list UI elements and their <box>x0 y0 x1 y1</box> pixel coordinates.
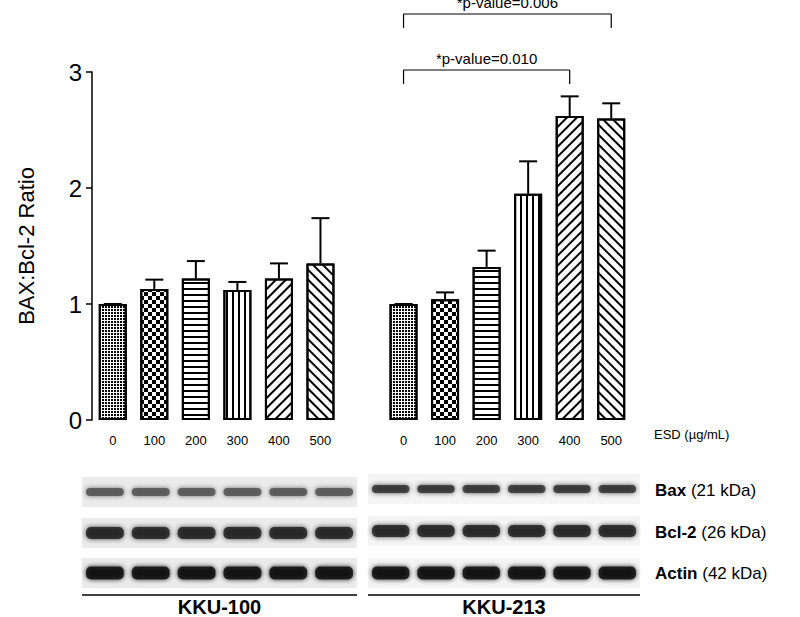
svg-text:Bax: Bax <box>655 481 687 500</box>
svg-text:0: 0 <box>69 407 82 434</box>
svg-text:200: 200 <box>476 433 498 448</box>
svg-text:*p-value=0.006: *p-value=0.006 <box>457 0 558 11</box>
svg-text:400: 400 <box>559 433 581 448</box>
svg-text:500: 500 <box>600 433 622 448</box>
svg-text:400: 400 <box>268 433 290 448</box>
svg-text:1: 1 <box>69 291 82 318</box>
svg-text:(26 kDa): (26 kDa) <box>697 523 767 542</box>
svg-text:(21 kDa): (21 kDa) <box>686 481 756 500</box>
svg-text:BAX:Bcl-2 Ratio: BAX:Bcl-2 Ratio <box>14 167 39 325</box>
svg-text:KKU-100: KKU-100 <box>178 596 261 617</box>
svg-text:Bcl-2: Bcl-2 <box>655 523 697 542</box>
svg-text:2: 2 <box>69 175 82 202</box>
svg-text:0: 0 <box>400 433 407 448</box>
svg-text:ESD (µg/mL): ESD (µg/mL) <box>654 427 729 442</box>
svg-text:300: 300 <box>517 433 539 448</box>
svg-text:100: 100 <box>143 433 165 448</box>
svg-text:0: 0 <box>109 433 116 448</box>
svg-text:300: 300 <box>227 433 249 448</box>
svg-text:Actin: Actin <box>655 564 698 583</box>
svg-text:(42 kDa): (42 kDa) <box>698 564 768 583</box>
svg-text:100: 100 <box>434 433 456 448</box>
svg-text:3: 3 <box>69 59 82 86</box>
svg-text:KKU-213: KKU-213 <box>462 596 545 617</box>
svg-text:200: 200 <box>185 433 207 448</box>
svg-text:500: 500 <box>310 433 332 448</box>
svg-text:*p-value=0.010: *p-value=0.010 <box>436 50 537 67</box>
